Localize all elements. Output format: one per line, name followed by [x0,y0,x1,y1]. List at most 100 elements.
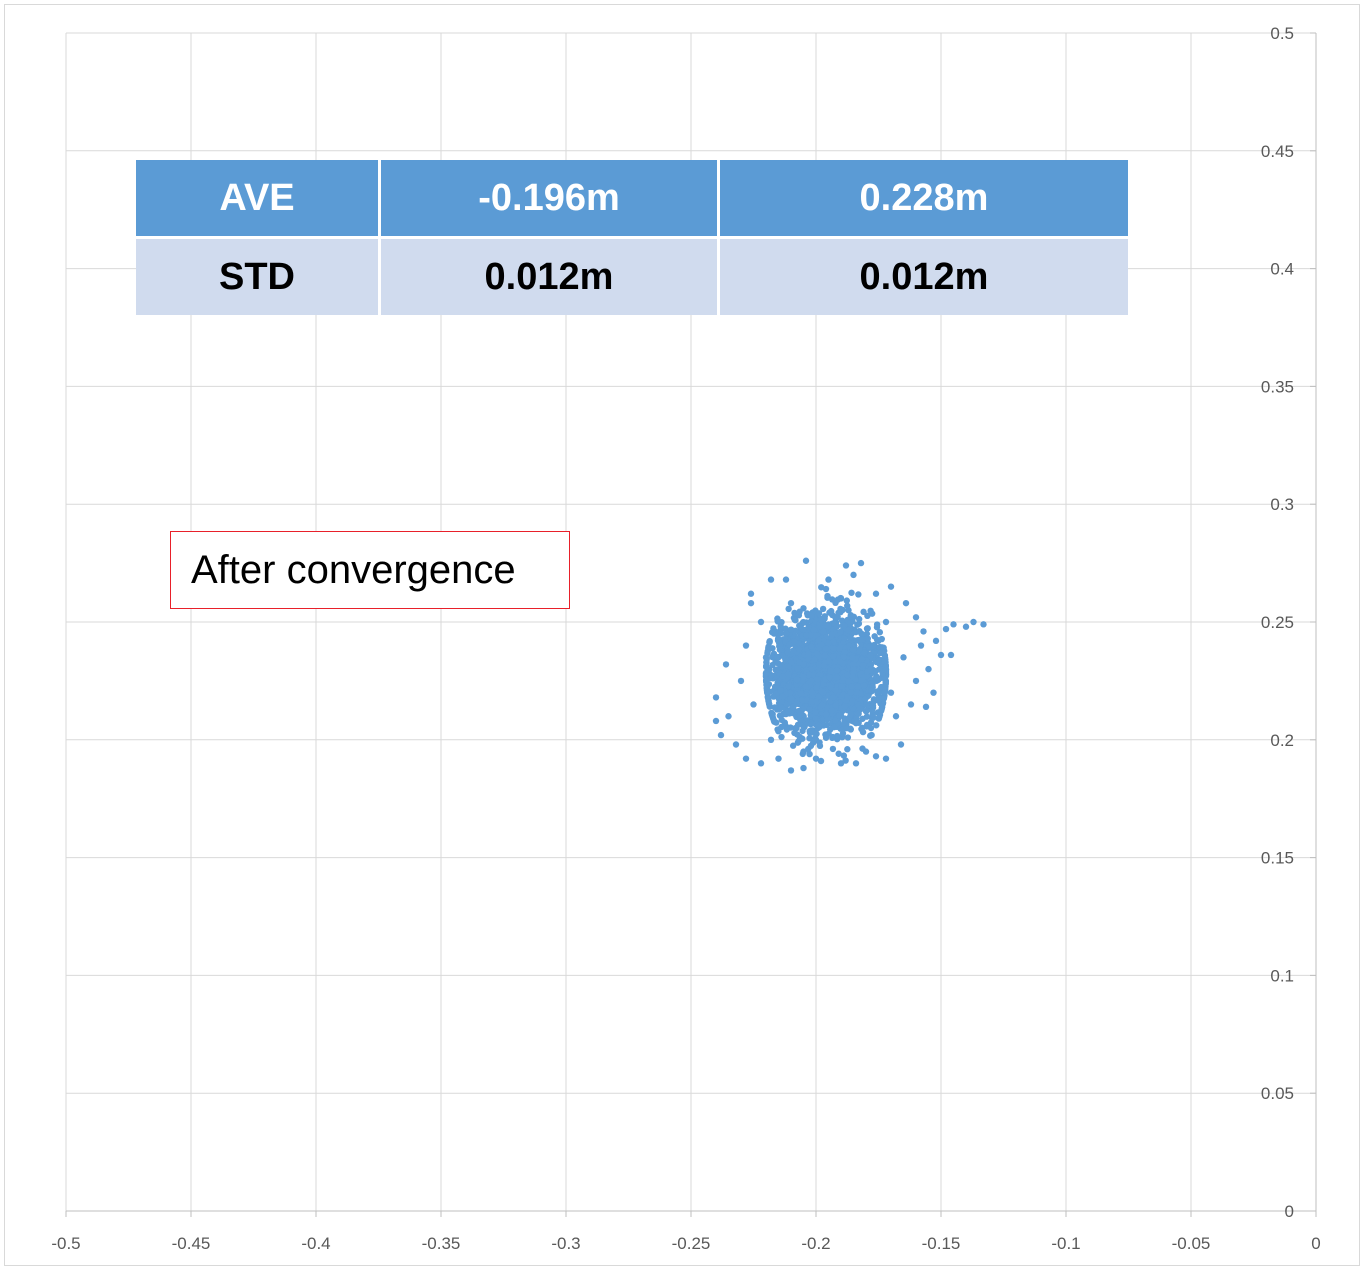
scatter-point [824,592,831,600]
scatter-point [878,706,885,713]
scatter-point [795,645,803,653]
scatter-point [774,637,782,644]
scatter-point [930,689,937,696]
scatter-point [876,629,884,636]
scatter-point [848,589,855,596]
scatter-point [872,590,880,597]
y-tick-label: 0.1 [1270,966,1294,985]
scatter-point [806,706,813,713]
scatter-point [785,605,792,613]
scatter-point [835,609,842,617]
scatter-point [775,755,782,762]
grid-lines [65,32,1316,1211]
scatter-point [864,625,871,632]
scatter-point [794,664,801,672]
stats-label-std: STD [136,236,381,315]
scatter-point [803,632,810,639]
scatter-point [843,724,851,732]
scatter-point [847,710,854,718]
y-tick-label: 0.05 [1261,1084,1294,1103]
scatter-point [858,656,865,663]
scatter-point [776,646,784,653]
y-tick-label: 0.4 [1270,260,1294,279]
scatter-point [771,704,779,711]
scatter-point [732,741,740,748]
scatter-point [773,653,781,661]
scatter-point [808,688,816,696]
scatter-point [774,659,782,667]
scatter-point [829,653,837,660]
scatter-point [844,602,851,609]
scatter-point [818,584,825,591]
scatter-point [844,734,852,741]
scatter-point [825,730,832,737]
y-tick-labels: 0 0.05 0.1 0.15 0.2 0.25 0.3 0.35 0.4 0.45 0.5 [1261,24,1294,1221]
scatter-point [860,681,868,689]
scatter-point [785,708,792,715]
scatter-point [769,661,776,669]
scatter-point [779,693,786,700]
scatter-point [790,638,798,645]
scatter-point [881,688,889,696]
scatter-point [825,576,832,583]
scatter-point [820,662,828,669]
scatter-point [880,644,887,651]
stats-table: AVE -0.196m 0.228m STD 0.012m 0.012m [136,160,1128,315]
scatter-point [842,757,849,764]
scatter-point [789,742,797,749]
scatter-point [800,661,807,668]
x-tick-label: -0.5 [51,1234,80,1253]
scatter-point [817,757,825,765]
scatter-point [780,710,787,718]
scatter-point [768,711,776,718]
scatter-point [838,617,846,624]
scatter-point [861,695,869,703]
scatter-point [763,662,770,670]
scatter-point [920,628,927,635]
scatter-point [766,638,773,646]
scatter-point [807,720,815,728]
scatter-point [779,652,786,659]
scatter-point [797,690,804,697]
scatter-point [882,618,890,626]
scatter-point [808,612,815,619]
scatter-point [859,745,866,752]
stats-std-x: 0.012m [378,236,720,315]
scatter-point [806,735,813,742]
scatter-point [833,673,841,681]
scatter-point [833,623,841,630]
scatter-point [770,716,777,724]
scatter-point [836,712,843,719]
scatter-point [861,649,868,657]
scatter-point [805,623,812,631]
scatter-point [805,650,812,657]
scatter-point [830,723,838,731]
scatter-point [835,750,842,757]
scatter-point [872,753,880,760]
scatter-point [799,750,806,758]
scatter-point [832,702,839,709]
scatter-point [970,618,977,626]
scatter-point [815,636,822,644]
scatter-point [857,559,865,567]
x-tick-label: -0.1 [1051,1234,1080,1253]
scatter-point [777,623,784,630]
scatter-point [819,605,827,613]
scatter-point [712,717,720,725]
scatter-point [833,667,841,674]
scatter-point [947,651,955,659]
scatter-point [811,735,819,742]
scatter-point [797,716,804,724]
scatter-point [818,701,826,709]
scatter-point [867,652,874,660]
scatter-point [932,637,940,645]
scatter-point [799,696,806,704]
scatter-point [859,715,866,722]
scatter-point [874,688,881,695]
scatter-point [892,713,900,720]
scatter-point [774,679,781,687]
scatter-point [770,630,778,637]
scatter-point [742,755,750,762]
scatter-point [844,671,851,679]
stats-ave-y: 0.228m [717,160,1128,239]
